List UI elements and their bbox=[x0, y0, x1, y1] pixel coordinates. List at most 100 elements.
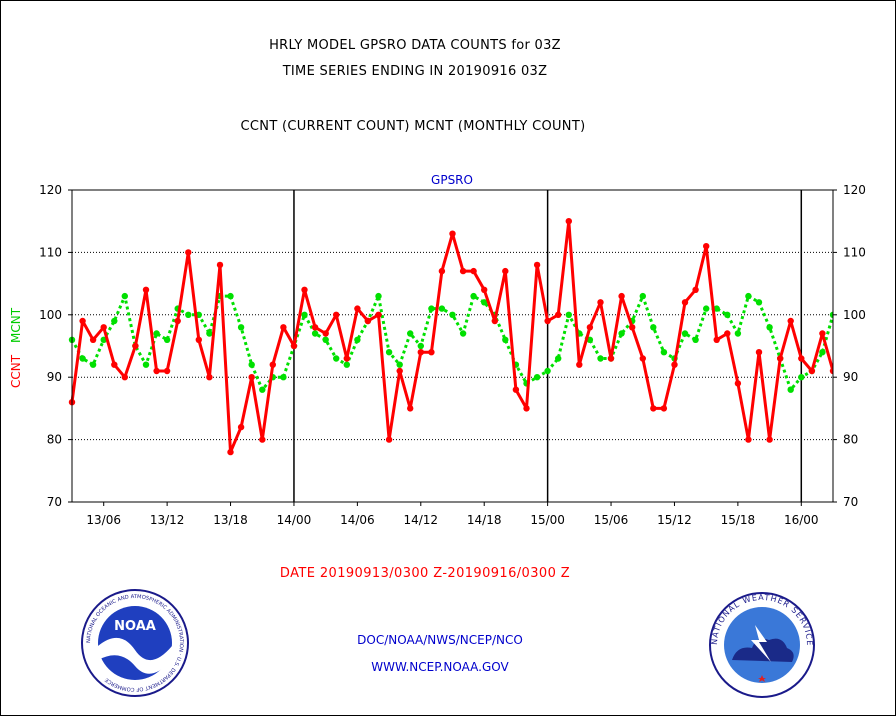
data-point-mcnt bbox=[311, 330, 319, 337]
data-point-mcnt bbox=[163, 336, 171, 343]
series-line-ccnt bbox=[70, 219, 835, 454]
data-point-ccnt bbox=[290, 342, 298, 350]
x-tick-label: 15/18 bbox=[721, 513, 756, 527]
data-point-mcnt bbox=[438, 305, 446, 312]
data-point-ccnt bbox=[597, 299, 604, 306]
data-point-ccnt bbox=[713, 336, 720, 343]
data-point-ccnt bbox=[755, 349, 763, 356]
data-point-mcnt bbox=[470, 292, 477, 300]
data-point-mcnt bbox=[428, 305, 435, 312]
org-label: DOC/NOAA/NWS/NCEP/NCO bbox=[357, 633, 523, 647]
data-point-mcnt bbox=[692, 336, 699, 343]
data-point-mcnt bbox=[449, 311, 456, 318]
data-point-mcnt bbox=[681, 330, 689, 337]
data-point-ccnt bbox=[100, 324, 107, 331]
data-point-mcnt bbox=[597, 355, 604, 362]
noaa-logo-text: NOAA bbox=[114, 619, 156, 634]
data-point-ccnt bbox=[565, 218, 572, 225]
x-tick-label: 15/12 bbox=[657, 513, 692, 527]
data-point-mcnt bbox=[248, 361, 255, 368]
data-point-ccnt bbox=[703, 243, 710, 250]
data-point-ccnt bbox=[798, 355, 805, 362]
series-layer bbox=[68, 188, 894, 504]
data-point-ccnt bbox=[237, 423, 245, 431]
data-point-ccnt bbox=[195, 336, 202, 343]
data-point-mcnt bbox=[787, 386, 794, 393]
data-point-mcnt bbox=[766, 324, 773, 331]
right-clip bbox=[833, 188, 894, 504]
x-tick-label: 13/18 bbox=[213, 513, 248, 527]
data-point-ccnt bbox=[174, 317, 181, 325]
data-point-mcnt bbox=[111, 317, 118, 325]
data-point-ccnt bbox=[132, 342, 139, 350]
data-point-mcnt bbox=[385, 349, 393, 356]
data-point-ccnt bbox=[333, 311, 340, 318]
data-point-ccnt bbox=[216, 261, 224, 269]
x-tick-label: 14/12 bbox=[403, 513, 438, 527]
x-tick-label: 13/12 bbox=[150, 513, 185, 527]
x-tick-label: 14/06 bbox=[340, 513, 375, 527]
data-point-ccnt bbox=[269, 361, 276, 368]
data-point-ccnt bbox=[142, 286, 150, 293]
y-tick-label-right: 90 bbox=[843, 370, 858, 384]
x-tick-label: 16/00 bbox=[784, 513, 819, 527]
data-point-ccnt bbox=[766, 436, 773, 443]
data-point-ccnt bbox=[724, 330, 731, 337]
data-point-mcnt bbox=[280, 374, 287, 381]
data-point-mcnt bbox=[121, 292, 128, 300]
nws-logo: NATIONAL WEATHER SERVICE bbox=[709, 592, 815, 698]
y-tick-label-left: 120 bbox=[39, 183, 62, 197]
y-tick-label-right: 120 bbox=[843, 183, 866, 197]
data-point-ccnt bbox=[660, 405, 668, 412]
data-point-mcnt bbox=[301, 311, 308, 318]
y-tick-label-left: 80 bbox=[47, 433, 62, 447]
data-point-mcnt bbox=[555, 355, 562, 362]
data-point-mcnt bbox=[724, 311, 731, 318]
data-point-ccnt bbox=[259, 436, 266, 443]
noaa-logo: NOAA NATIONAL OCEANIC AND ATMOSPHERIC AD… bbox=[81, 589, 189, 697]
data-point-mcnt bbox=[639, 292, 646, 300]
data-point-ccnt bbox=[364, 317, 372, 325]
data-point-ccnt bbox=[650, 405, 657, 412]
series-ccnt bbox=[68, 218, 837, 456]
data-point-ccnt bbox=[301, 286, 308, 293]
ncep-url-link[interactable]: WWW.NCEP.NOAA.GOV bbox=[371, 660, 509, 674]
y-axis-label-ccnt: CCNT bbox=[9, 354, 23, 388]
y-axis-label-mcnt: MCNT bbox=[9, 307, 23, 343]
chart-title-line2: TIME SERIES ENDING IN 20190916 03Z bbox=[282, 64, 548, 79]
data-point-ccnt bbox=[428, 349, 435, 356]
data-point-mcnt bbox=[153, 330, 160, 337]
data-point-ccnt bbox=[322, 330, 329, 337]
data-point-mcnt bbox=[745, 292, 752, 300]
data-point-mcnt bbox=[375, 292, 382, 300]
data-point-mcnt bbox=[322, 336, 329, 343]
data-point-ccnt bbox=[227, 448, 234, 456]
y-tick-label-right: 110 bbox=[843, 245, 866, 259]
data-point-ccnt bbox=[354, 305, 361, 312]
data-point-ccnt bbox=[206, 374, 213, 381]
data-point-mcnt bbox=[185, 311, 192, 318]
data-point-ccnt bbox=[153, 367, 160, 375]
data-point-ccnt bbox=[396, 367, 403, 375]
data-point-mcnt bbox=[259, 386, 266, 393]
chart-legend-description: CCNT (CURRENT COUNT) MCNT (MONTHLY COUNT… bbox=[240, 119, 586, 134]
data-point-mcnt bbox=[734, 330, 742, 337]
data-point-ccnt bbox=[163, 367, 171, 375]
x-tick-label: 13/06 bbox=[86, 513, 121, 527]
data-point-mcnt bbox=[533, 374, 541, 381]
x-tick-label: 15/06 bbox=[594, 513, 629, 527]
data-point-mcnt bbox=[703, 305, 710, 312]
data-point-ccnt bbox=[607, 355, 615, 362]
data-point-ccnt bbox=[417, 349, 424, 356]
data-point-mcnt bbox=[89, 361, 97, 368]
y-tick-label-right: 80 bbox=[843, 433, 858, 447]
data-point-mcnt bbox=[79, 355, 86, 362]
data-point-mcnt bbox=[227, 292, 234, 300]
data-point-ccnt bbox=[502, 267, 509, 275]
data-point-ccnt bbox=[681, 299, 689, 306]
data-point-mcnt bbox=[713, 305, 720, 312]
data-point-ccnt bbox=[89, 336, 97, 343]
data-point-ccnt bbox=[449, 230, 456, 237]
data-point-ccnt bbox=[385, 436, 393, 443]
